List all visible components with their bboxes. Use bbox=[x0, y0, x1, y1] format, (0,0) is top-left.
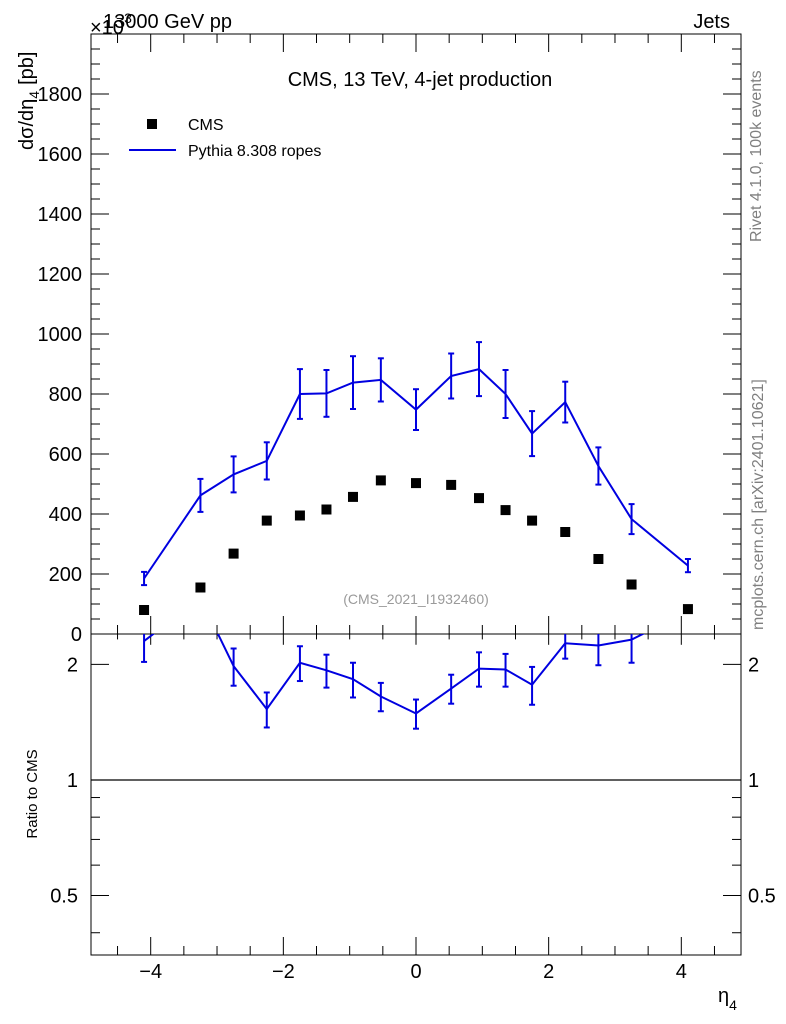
legend-marker-cms bbox=[147, 119, 157, 129]
data-point bbox=[195, 582, 206, 593]
y-tick-label: 1000 bbox=[38, 324, 83, 346]
x-tick-label: 4 bbox=[676, 961, 687, 983]
mcplots-side-text-label: mcplots.cern.ch [arXiv:2401.10621] bbox=[750, 379, 767, 630]
x-tick-label: −2 bbox=[272, 961, 295, 983]
y-axis-label-unit: [pb] bbox=[16, 52, 38, 85]
x-axis-label-sub: 4 bbox=[729, 997, 737, 1013]
y-axis-label: dσ/dη4 [pb] bbox=[16, 52, 42, 150]
y-tick-label-zero: 0 bbox=[71, 624, 82, 646]
plot-title: CMS, 13 TeV, 4-jet production bbox=[288, 69, 553, 91]
data-point bbox=[446, 479, 457, 490]
data-point bbox=[139, 605, 150, 615]
y-tick-label: 1200 bbox=[38, 264, 83, 286]
data-point bbox=[347, 491, 358, 502]
ratio-tick-labels: −4 −2 0 2 4 0.5 0.5 1 1 2 2 bbox=[50, 654, 776, 983]
legend-label-cms: CMS bbox=[188, 117, 224, 134]
y-tick-label: 1800 bbox=[38, 84, 83, 106]
data-point bbox=[321, 504, 332, 515]
data-point bbox=[375, 475, 386, 486]
y-tick-label: 200 bbox=[49, 564, 82, 586]
ratio-axis-label-text: Ratio to CMS bbox=[24, 749, 41, 838]
data-point bbox=[527, 515, 538, 526]
legend-label-pythia: Pythia 8.308 ropes bbox=[188, 143, 321, 160]
main-tick-labels: 200 400 600 800 1000 1200 1400 1600 1800 0 bbox=[38, 84, 83, 646]
data-point bbox=[500, 505, 511, 516]
scale-exponent: −3 bbox=[116, 10, 132, 26]
rivet-side-text-label: Rivet 4.1.0, 100k events bbox=[748, 70, 765, 242]
data-point bbox=[411, 478, 421, 489]
data-point bbox=[261, 515, 272, 526]
main-panel: 200 400 600 800 1000 1200 1400 1600 1800 0 CMS, 1… bbox=[16, 33, 742, 646]
process-label: Jets bbox=[693, 11, 730, 33]
ratio-y-tick-label: 1 bbox=[67, 770, 78, 792]
svg-text:η4: η4 bbox=[718, 985, 737, 1013]
ratio-y-tick-label: 0.5 bbox=[50, 886, 78, 908]
ratio-line bbox=[143, 634, 646, 715]
main-data-series bbox=[139, 475, 693, 615]
analysis-id: (CMS_2021_I1932460) bbox=[343, 591, 489, 607]
ratio-mc-series bbox=[141, 634, 646, 730]
x-tick-label: 2 bbox=[543, 961, 554, 983]
energy-label: 13000 GeV pp bbox=[103, 11, 232, 33]
svg-text:dσ/dη4[pb]: dσ/dη4 [pb] bbox=[16, 52, 42, 150]
x-axis-label: η4 bbox=[718, 985, 737, 1013]
data-point bbox=[560, 527, 571, 537]
data-point bbox=[682, 604, 693, 615]
y-tick-label: 1400 bbox=[38, 204, 83, 226]
x-axis-label-main: η bbox=[718, 985, 729, 1007]
y-axis-label-main: dσ/dη bbox=[16, 99, 38, 150]
x-tick-label: 0 bbox=[410, 961, 421, 983]
ratio-axis-label: Ratio to CMS bbox=[24, 749, 41, 838]
ratio-y-tick-label-right: 0.5 bbox=[748, 886, 776, 908]
ratio-y-tick-label-right: 1 bbox=[748, 770, 759, 792]
x-tick-label: −4 bbox=[139, 961, 162, 983]
ratio-y-tick-label-right: 2 bbox=[748, 654, 759, 676]
y-tick-label: 1600 bbox=[38, 144, 83, 166]
rivet-side-text: Rivet 4.1.0, 100k events bbox=[748, 70, 765, 242]
data-point bbox=[294, 510, 305, 521]
y-tick-label: 400 bbox=[49, 504, 82, 526]
y-tick-label: 800 bbox=[49, 384, 82, 406]
data-point bbox=[626, 579, 637, 590]
ratio-frame bbox=[90, 633, 742, 956]
ratio-panel: −4 −2 0 2 40.5 0.51 12 2 Ratio to CMS η4 bbox=[24, 633, 776, 1013]
data-point bbox=[474, 493, 485, 504]
ratio-y-tick-label: 2 bbox=[67, 654, 78, 676]
y-tick-label: 600 bbox=[49, 444, 82, 466]
mcplots-side-text: mcplots.cern.ch [arXiv:2401.10621] bbox=[750, 379, 767, 630]
legend: CMS Pythia 8.308 ropes bbox=[129, 117, 321, 160]
data-point bbox=[593, 554, 604, 564]
data-point bbox=[228, 548, 239, 559]
main-mc-series bbox=[141, 341, 691, 587]
y-axis-label-sub: 4 bbox=[26, 91, 42, 99]
ratio-ticks bbox=[91, 634, 741, 955]
